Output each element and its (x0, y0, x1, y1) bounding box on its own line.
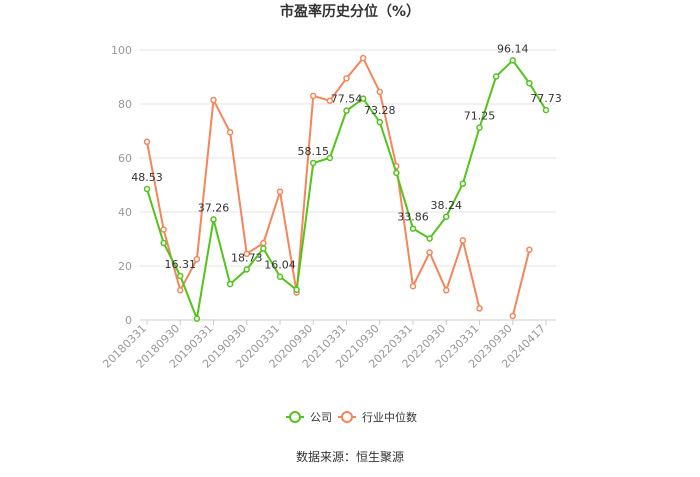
legend-label-industry-median: 行业中位数 (362, 410, 417, 424)
data-point (459, 180, 467, 187)
data-point (160, 239, 167, 247)
data-point (260, 245, 267, 252)
data-label: 77.54 (331, 93, 363, 106)
data-point (210, 216, 217, 223)
data-point (276, 188, 284, 195)
data-point (509, 312, 516, 320)
data-point (243, 266, 250, 273)
data-label: 33.86 (397, 211, 429, 224)
chart-title: 市盈率历史分位（%） (280, 3, 420, 20)
data-label: 58.15 (298, 145, 330, 158)
data-point (343, 75, 350, 82)
data-label: 38.24 (431, 199, 463, 212)
series (143, 54, 550, 323)
data-point (160, 226, 167, 233)
data-point (443, 213, 450, 221)
data-label: 96.14 (497, 42, 529, 55)
y-tick-label: 100 (111, 44, 132, 57)
data-point (276, 273, 284, 280)
y-tick-label: 40 (118, 206, 132, 219)
data-point (376, 88, 383, 96)
data-label: 37.26 (198, 201, 230, 214)
y-tick-label: 0 (125, 314, 132, 327)
y-tick-label: 60 (118, 152, 132, 165)
data-point (260, 239, 267, 247)
data-point (476, 305, 483, 312)
legend: 公司 行业中位数 (286, 410, 417, 424)
axes: 0204060801002018033120180930201903312019… (100, 44, 556, 371)
legend-item-industry-median[interactable]: 行业中位数 (338, 410, 417, 424)
legend-marker-industry-median (341, 411, 353, 423)
data-point (376, 118, 383, 126)
series-industry-median (143, 54, 533, 320)
data-point (393, 169, 400, 177)
data-point (210, 96, 217, 104)
data-label: 16.04 (264, 259, 296, 272)
data-point (226, 129, 234, 136)
data-point (177, 287, 184, 294)
y-tick-label: 80 (118, 98, 132, 111)
legend-item-company[interactable]: 公司 (286, 411, 332, 424)
data-point (143, 138, 151, 146)
data-point (310, 159, 317, 167)
data-label: 18.73 (231, 251, 263, 264)
data-label: 73.28 (364, 104, 396, 117)
data-point (476, 124, 483, 131)
series-company (143, 57, 550, 323)
data-point (193, 315, 201, 322)
data-label: 77.73 (530, 92, 562, 105)
data-label: 48.53 (131, 171, 163, 184)
y-tick-label: 20 (118, 260, 132, 273)
data-point (426, 249, 433, 256)
data-point (409, 225, 417, 232)
data-point (359, 54, 367, 62)
data-point (243, 250, 250, 258)
data-point (310, 92, 317, 100)
data-point (459, 237, 467, 244)
data-point (492, 73, 500, 80)
data-point (443, 287, 450, 294)
legend-label-company: 公司 (310, 411, 332, 424)
data-point (542, 106, 550, 114)
legend-marker-company (289, 411, 301, 423)
data-label: 16.31 (165, 258, 197, 271)
data-point (409, 283, 417, 290)
data-point (526, 246, 533, 254)
data-point (226, 280, 234, 288)
data-point (509, 57, 516, 64)
data-point (193, 256, 201, 263)
data-point (343, 107, 350, 114)
data-point (177, 272, 184, 280)
data-source: 数据来源：恒生聚源 (296, 449, 404, 464)
data-point (326, 97, 334, 105)
data-label: 71.25 (464, 110, 496, 123)
data-point (359, 95, 367, 102)
data-point (426, 235, 433, 242)
data-point (526, 79, 533, 87)
data-point (143, 185, 151, 193)
data-point (326, 154, 334, 162)
series-line (511, 249, 531, 317)
data-point (293, 286, 300, 294)
